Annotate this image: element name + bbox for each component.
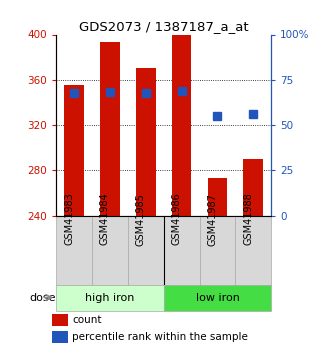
Bar	[208, 178, 227, 216]
Title: GDS2073 / 1387187_a_at: GDS2073 / 1387187_a_at	[79, 20, 248, 33]
Text: high iron: high iron	[85, 293, 134, 303]
Bar	[200, 216, 235, 285]
Bar	[56, 216, 92, 285]
Text: GSM41985: GSM41985	[136, 193, 146, 246]
Text: GSM41984: GSM41984	[100, 193, 110, 245]
Bar	[100, 42, 120, 216]
Bar	[164, 216, 200, 285]
Bar	[52, 314, 68, 326]
Text: GSM41986: GSM41986	[172, 193, 182, 245]
Bar	[92, 216, 128, 285]
Bar	[235, 216, 271, 285]
Text: low iron: low iron	[195, 293, 239, 303]
Bar	[243, 159, 263, 216]
Bar	[64, 86, 84, 216]
Text: GSM41987: GSM41987	[207, 193, 218, 246]
Bar	[128, 216, 164, 285]
Text: percentile rank within the sample: percentile rank within the sample	[73, 333, 248, 342]
Text: GSM41983: GSM41983	[64, 193, 74, 245]
Bar	[52, 331, 68, 343]
Text: dose: dose	[30, 293, 56, 303]
Text: GSM41988: GSM41988	[243, 193, 253, 245]
Bar	[56, 285, 164, 310]
Bar	[172, 34, 192, 216]
Bar	[164, 285, 271, 310]
Bar	[136, 68, 156, 216]
Text: count: count	[73, 315, 102, 325]
